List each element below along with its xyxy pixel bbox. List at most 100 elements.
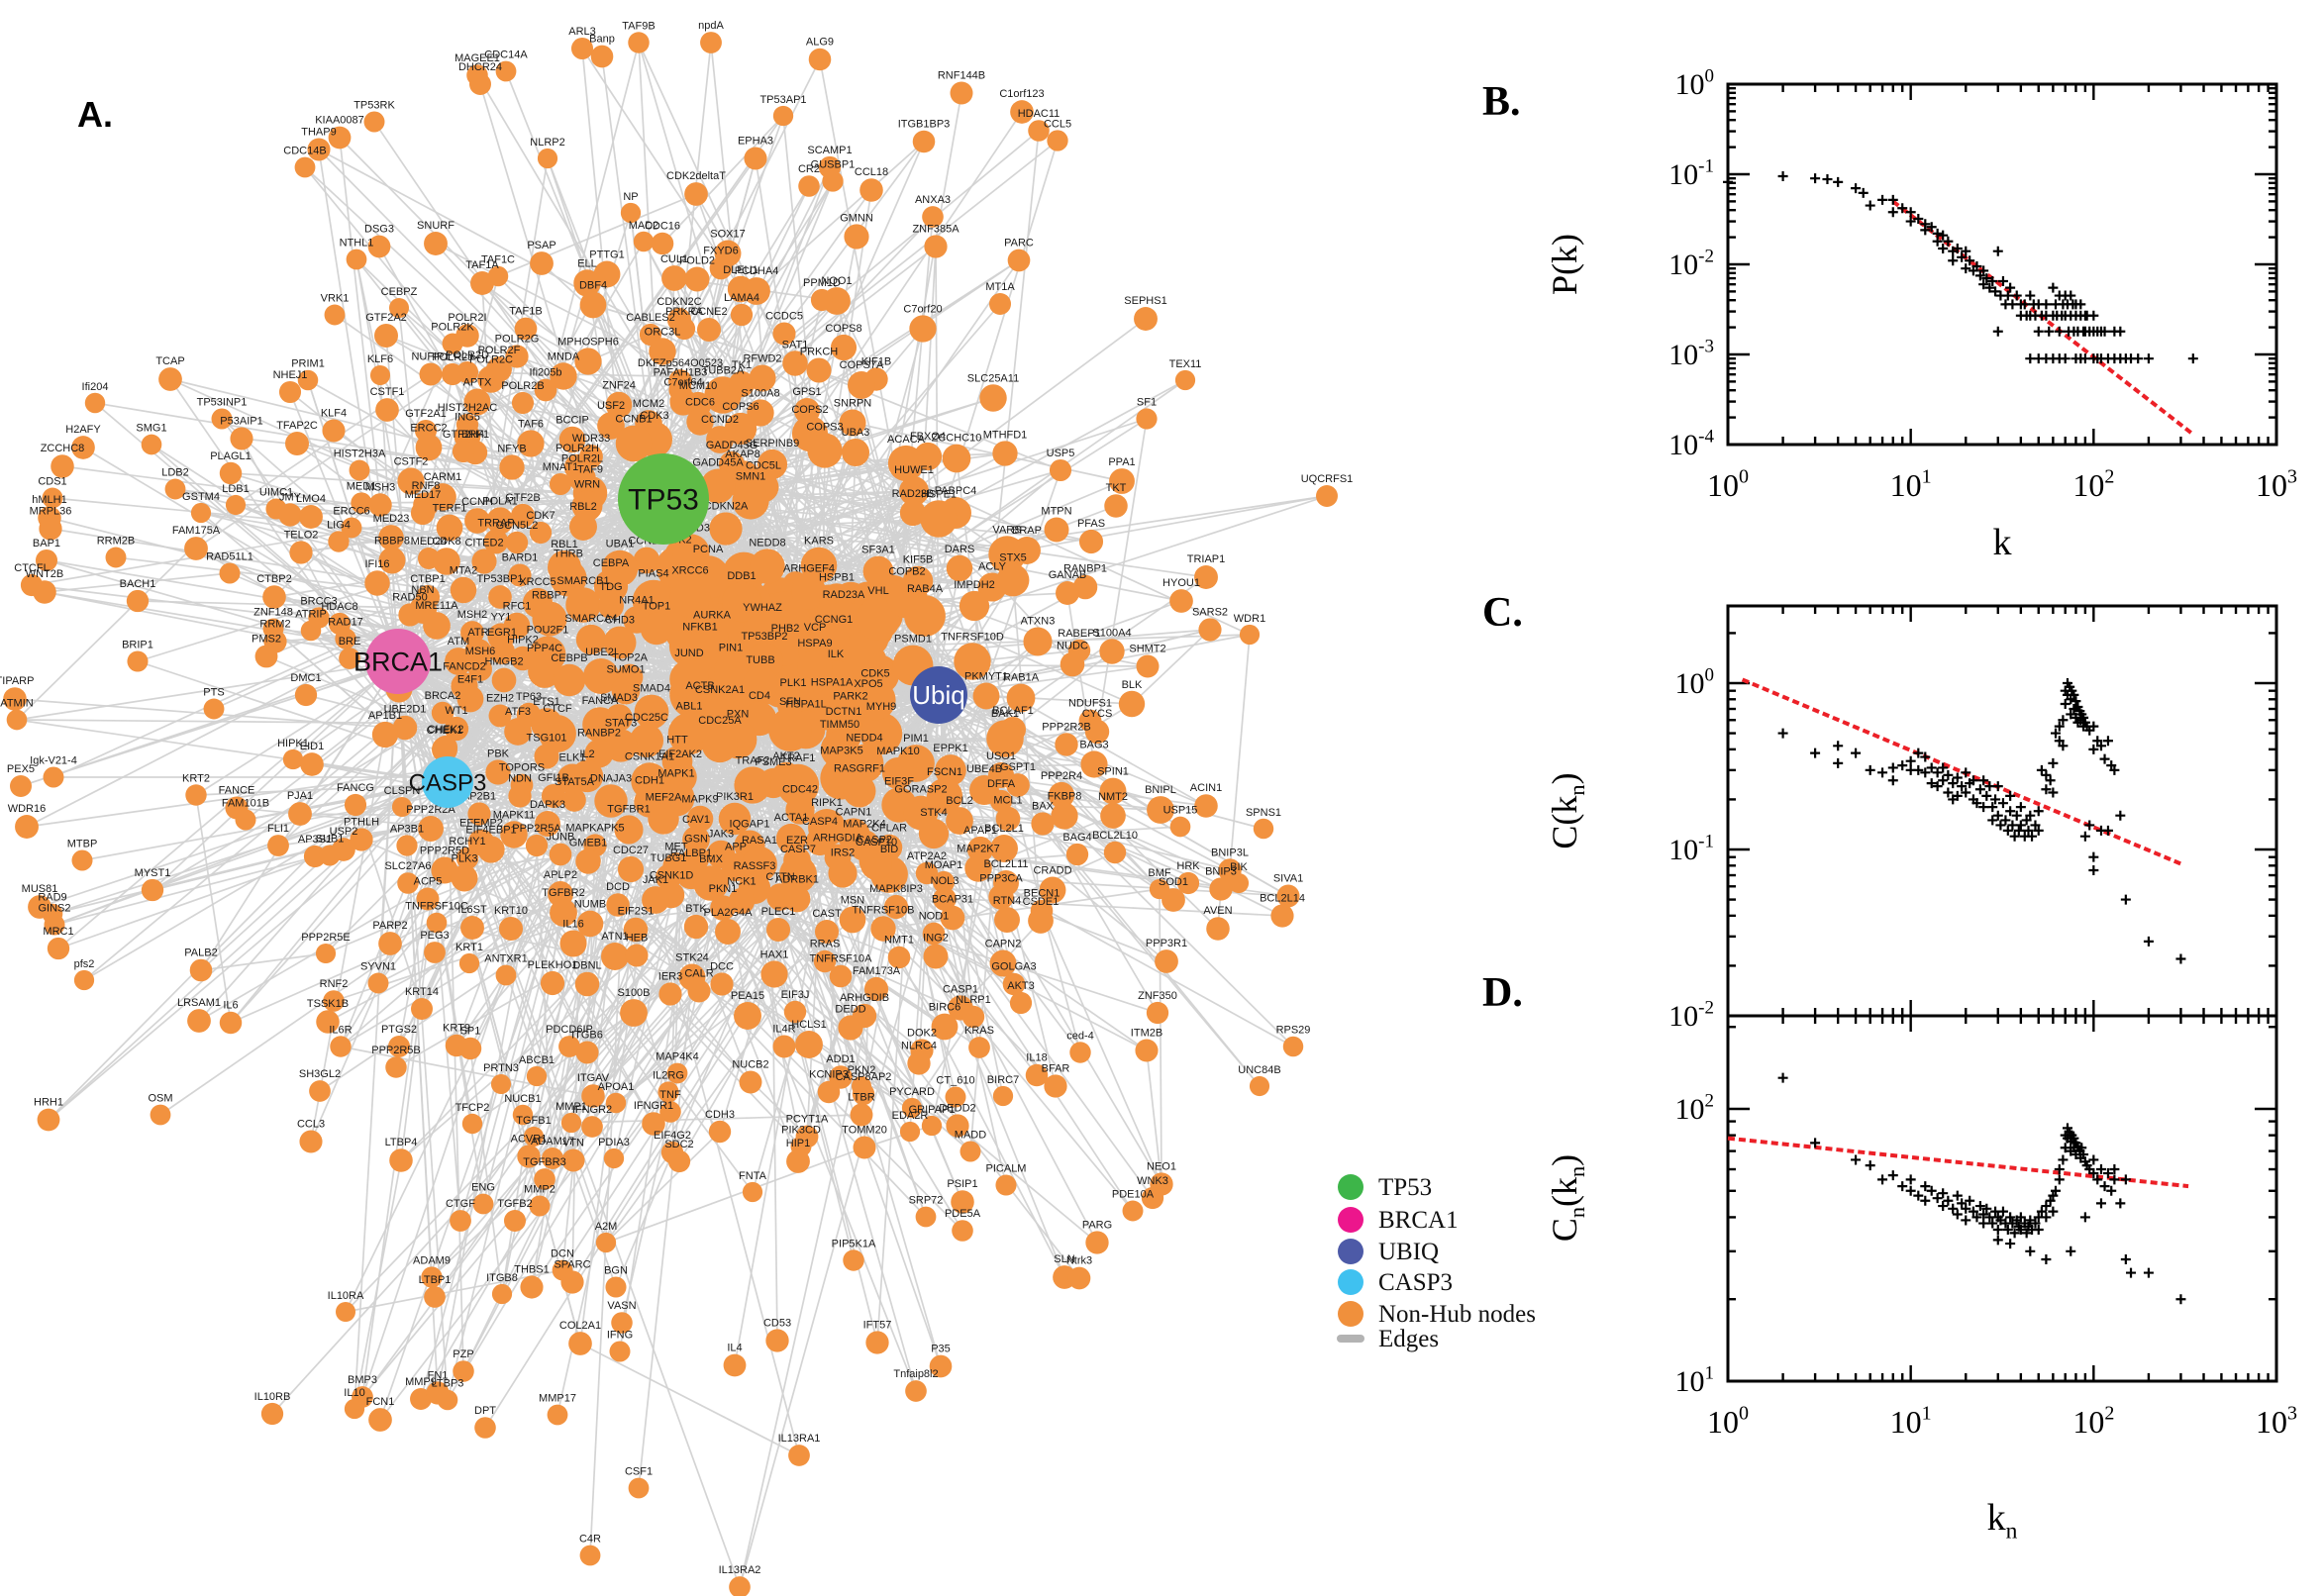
- network-node: [1065, 843, 1089, 866]
- network-node-label: SUMO1: [606, 664, 645, 676]
- network-node: [187, 1009, 211, 1033]
- network-node-label: CCL3: [297, 1118, 325, 1130]
- data-point: [2133, 353, 2144, 364]
- network-node-label: KIAA0087: [315, 115, 364, 127]
- network-node: [700, 468, 736, 504]
- network-node-label: KRT14: [405, 986, 439, 998]
- network-node: [986, 720, 1024, 757]
- network-node: [706, 426, 734, 453]
- network-node: [495, 60, 517, 82]
- data-point: [2066, 290, 2076, 301]
- network-node: [1136, 654, 1160, 678]
- network-node-label: DKFZp564O0523: [638, 357, 723, 369]
- network-node: [805, 827, 835, 856]
- network-node-label: AKT3: [1007, 980, 1035, 992]
- network-node: [765, 1329, 789, 1352]
- network-node: [989, 949, 1017, 977]
- network-node-label: EIF3J: [781, 989, 810, 1001]
- network-node-label: EZH2: [486, 693, 514, 705]
- network-node-label: PPP3R1: [1146, 938, 1187, 949]
- network-node: [535, 811, 560, 837]
- data-point: [1968, 775, 1978, 786]
- network-node-label: GTF2H4: [443, 429, 484, 441]
- network-node: [3, 687, 27, 711]
- network-node-label: UBE2D1: [384, 704, 427, 716]
- network-node: [829, 964, 853, 988]
- network-node-label: PIM1: [903, 733, 929, 745]
- data-point: [2060, 1143, 2070, 1153]
- data-point: [1865, 1160, 1875, 1171]
- network-node: [1209, 877, 1233, 901]
- network-node-label: NOD1: [919, 911, 950, 923]
- network-node-label: HSPA1L: [785, 699, 826, 711]
- network-node: [219, 562, 241, 584]
- network-node-label: ACTA1: [774, 812, 809, 824]
- network-node-label: Ifi205b: [529, 367, 561, 379]
- network-node-label: VARS: [992, 524, 1021, 536]
- network-node-label: DCN: [551, 1248, 574, 1260]
- network-node-label: ATF3: [505, 706, 531, 718]
- network-node: [945, 1086, 966, 1108]
- network-node: [950, 81, 973, 105]
- network-node: [853, 1136, 876, 1159]
- network-node-label: BRAP: [1012, 525, 1042, 537]
- network-node-label: POLR2B: [501, 380, 544, 392]
- network-node: [225, 494, 247, 516]
- network-node: [813, 949, 837, 973]
- network-node: [378, 525, 404, 550]
- network-node-label: WDR33: [572, 433, 611, 445]
- network-node-label: BAK1: [991, 708, 1019, 720]
- network-node-label: GOLGA3: [991, 961, 1036, 973]
- network-node-label: GSTM4: [182, 491, 220, 503]
- network-node-label: ZCCHC10: [932, 433, 982, 445]
- network-node: [701, 726, 739, 763]
- network-node-label: WRN: [574, 479, 600, 491]
- network-node: [537, 148, 558, 169]
- network-node: [1055, 733, 1078, 756]
- legend-item-brca1: BRCA1: [1338, 1207, 1459, 1234]
- data-point: [2115, 810, 2126, 821]
- network-node: [300, 752, 324, 776]
- network-node-label: Tnfaip8l2: [893, 1368, 938, 1380]
- network-node-label: IFNGR2: [572, 1104, 612, 1116]
- data-point: [1952, 772, 1963, 783]
- data-point: [2088, 721, 2099, 732]
- network-node: [923, 944, 949, 969]
- network-node-label: HSPA1A: [811, 677, 854, 689]
- network-node-label: HYOU1: [1162, 577, 1200, 589]
- network-node-label: ILK: [828, 648, 845, 660]
- network-node: [625, 944, 649, 967]
- network-node-label: CDH3: [705, 1109, 735, 1121]
- network-node: [760, 960, 788, 988]
- network-node: [514, 317, 538, 341]
- network-node: [940, 905, 965, 931]
- data-point: [2106, 1185, 2117, 1196]
- network-node-label: FAM175A: [172, 525, 221, 537]
- data-point: [1932, 767, 1943, 778]
- network-node-label: SLC25A11: [967, 372, 1019, 384]
- network-node-label: VHL: [867, 585, 888, 597]
- network-node: [426, 912, 448, 934]
- network-node: [779, 855, 817, 893]
- data-point: [1897, 760, 1908, 771]
- network-node-label: HCLS1: [791, 1019, 826, 1031]
- data-point: [2048, 757, 2059, 768]
- network-node: [573, 269, 601, 297]
- network-node: [294, 683, 318, 707]
- network-node: [1028, 120, 1050, 142]
- network-node-label: DEDD2: [939, 1102, 975, 1114]
- network-node: [964, 854, 992, 882]
- network-node-label: IL6ST: [457, 904, 487, 916]
- data-point: [2092, 736, 2103, 747]
- network-node-label: MAD2: [629, 220, 659, 232]
- network-node-label: BLK: [1122, 679, 1143, 691]
- network-node: [658, 982, 682, 1006]
- network-node-label: PPP2R5A: [512, 823, 561, 835]
- network-node-label: MAP2K7: [957, 843, 999, 854]
- network-node: [933, 887, 957, 911]
- network-node-label: RASGRF1: [834, 762, 885, 774]
- network-node: [728, 370, 756, 398]
- network-node: [909, 315, 937, 343]
- data-point: [2066, 709, 2076, 720]
- network-node-label: CSNK1A1: [625, 750, 674, 762]
